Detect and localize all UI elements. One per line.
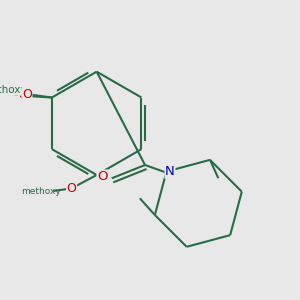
Text: methoxy: methoxy <box>21 187 61 196</box>
Text: methoxy: methoxy <box>0 86 14 95</box>
Text: O: O <box>22 88 32 101</box>
Text: O: O <box>19 89 28 102</box>
Text: N: N <box>165 165 175 178</box>
Text: methoxy: methoxy <box>0 89 5 90</box>
Text: methoxy: methoxy <box>0 85 26 95</box>
Text: O: O <box>67 182 76 195</box>
Text: methoxy: methoxy <box>1 89 7 91</box>
Text: O: O <box>97 170 108 183</box>
